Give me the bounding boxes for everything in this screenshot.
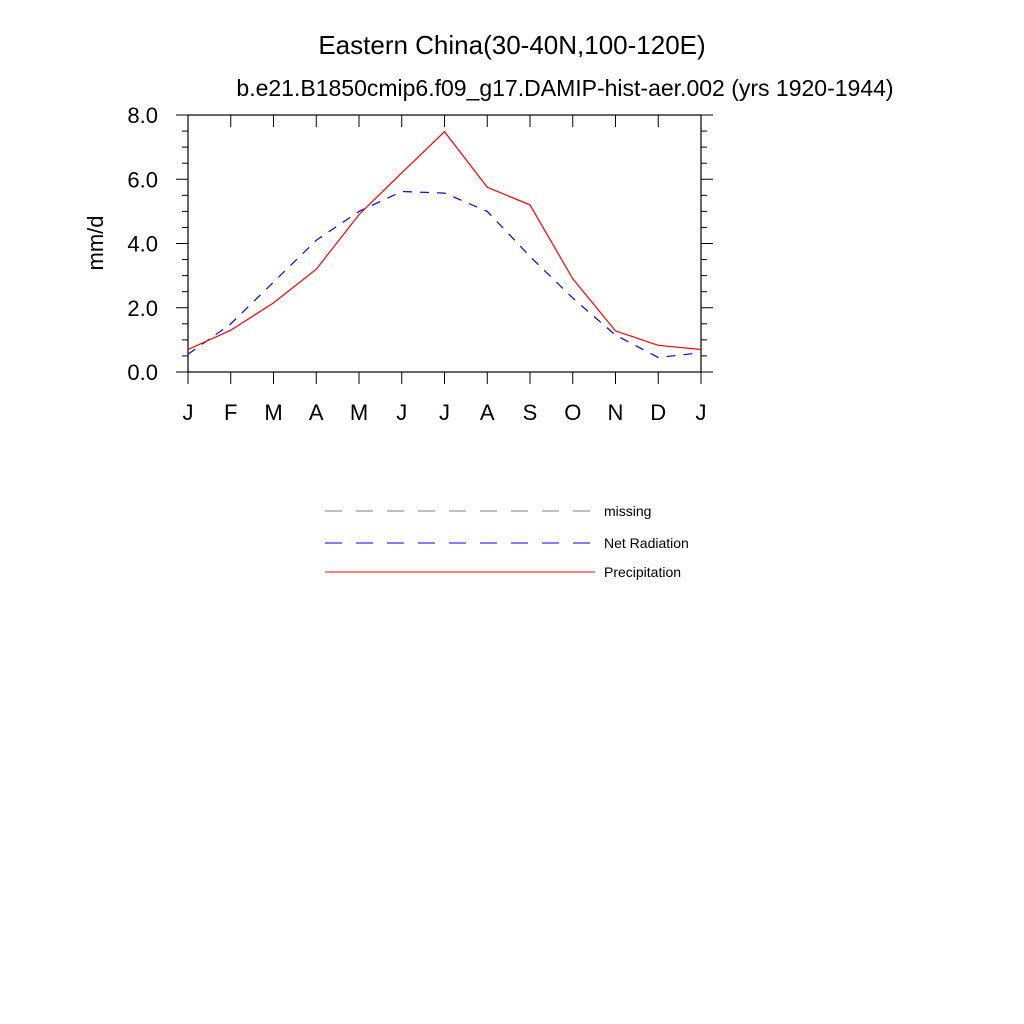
- x-tick-label: F: [224, 400, 237, 425]
- y-tick-label: 8.0: [127, 103, 158, 128]
- x-tick-label: M: [350, 400, 368, 425]
- x-tick-label: O: [564, 400, 581, 425]
- legend: missing Net Radiation Precipitation: [325, 503, 689, 580]
- y-tick-label: 2.0: [127, 296, 158, 321]
- x-tick-label: D: [650, 400, 666, 425]
- x-tick-label: A: [309, 400, 324, 425]
- y-tick-label: 4.0: [127, 232, 158, 257]
- series-line-precipitation: [187, 130, 702, 351]
- x-tick-label: N: [608, 400, 624, 425]
- axis-ticks: [176, 114, 713, 384]
- y-axis-label: mm/d: [83, 216, 108, 271]
- series-line-net-radiation: [187, 190, 702, 359]
- y-tick-label: 6.0: [127, 167, 158, 192]
- x-tick-label: J: [439, 400, 450, 425]
- y-tick-labels: 0.0 2.0 4.0 6.0 8.0: [127, 103, 158, 385]
- series-lines: [187, 130, 702, 359]
- chart-subtitle: b.e21.B1850cmip6.f09_g17.DAMIP-hist-aer.…: [236, 75, 893, 101]
- x-tick-label: S: [523, 400, 538, 425]
- x-tick-label: J: [696, 400, 707, 425]
- x-tick-label: J: [396, 400, 407, 425]
- x-tick-label: M: [264, 400, 282, 425]
- x-tick-label: J: [183, 400, 194, 425]
- legend-label: missing: [604, 503, 651, 519]
- chart-title: Eastern China(30-40N,100-120E): [318, 30, 705, 60]
- legend-label: Net Radiation: [604, 535, 689, 551]
- y-tick-label: 0.0: [127, 360, 158, 385]
- x-tick-label: A: [480, 400, 495, 425]
- legend-label: Precipitation: [604, 564, 681, 580]
